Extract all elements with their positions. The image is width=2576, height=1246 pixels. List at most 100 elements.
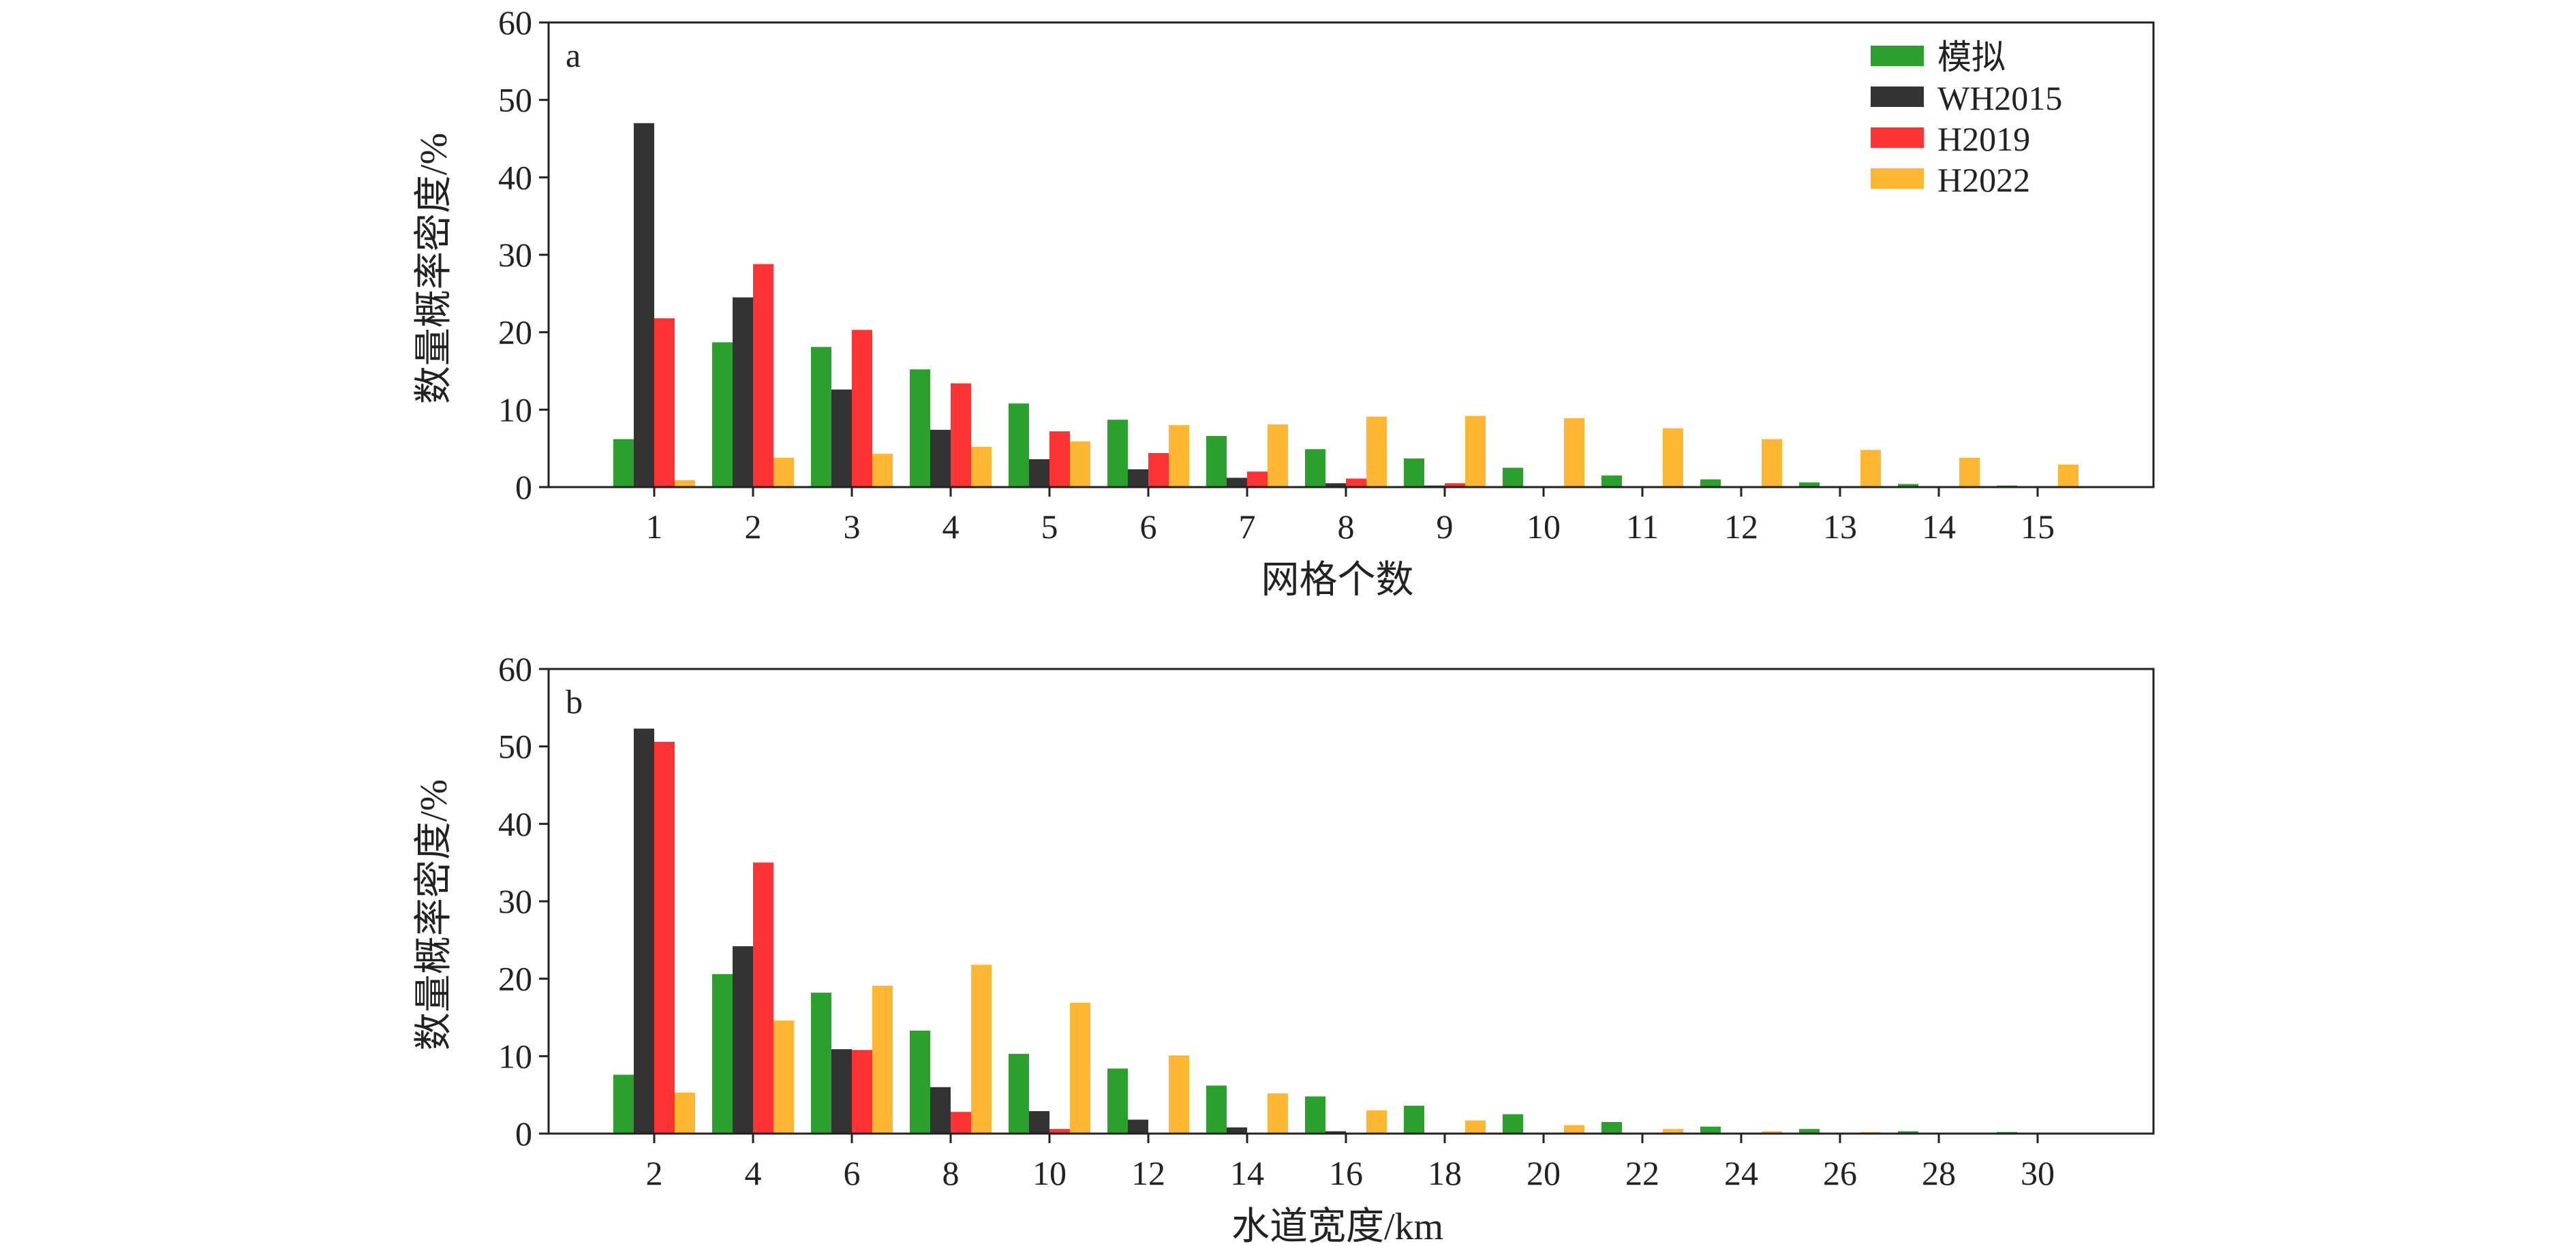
- bar-b-s0-c12: [1799, 1129, 1820, 1134]
- bar-b-s0-c4: [1009, 1053, 1029, 1134]
- x-tick-label-a-7: 8: [1338, 508, 1355, 546]
- bar-b-s0-c1: [712, 974, 733, 1134]
- bar-b-s3-c7: [1366, 1110, 1387, 1134]
- bar-b-s1-c5: [1128, 1119, 1148, 1134]
- y-tick-label-b-5: 50: [498, 728, 532, 766]
- bar-a-s3-c6: [1268, 424, 1288, 487]
- x-tick-label-b-3: 8: [942, 1154, 960, 1192]
- bar-a-s0-c1: [712, 342, 733, 487]
- bar-b-s0-c3: [910, 1030, 930, 1134]
- x-tick-label-a-13: 14: [1922, 508, 1956, 546]
- bar-b-s0-c7: [1305, 1096, 1325, 1134]
- x-tick-label-b-2: 6: [844, 1154, 861, 1192]
- bar-b-s2-c4: [1049, 1129, 1070, 1134]
- bar-a-s3-c7: [1366, 416, 1387, 487]
- y-tick-label-a-4: 40: [498, 158, 532, 196]
- bar-b-s0-c8: [1404, 1106, 1424, 1134]
- x-tick-label-b-14: 30: [2021, 1154, 2055, 1192]
- bar-a-s3-c11: [1762, 439, 1782, 487]
- bar-b-s3-c5: [1169, 1055, 1189, 1134]
- x-tick-label-a-4: 5: [1041, 508, 1058, 546]
- y-tick-label-b-3: 30: [498, 882, 532, 920]
- bar-a-s0-c13: [1898, 484, 1918, 487]
- bar-a-s2-c0: [654, 318, 675, 487]
- bar-a-s3-c8: [1465, 416, 1486, 487]
- bar-a-s3-c5: [1169, 425, 1189, 487]
- x-tick-label-a-11: 12: [1724, 508, 1758, 546]
- bar-b-s3-c8: [1465, 1120, 1486, 1134]
- bar-a-s1-c7: [1325, 483, 1346, 487]
- bar-a-s2-c7: [1346, 478, 1366, 487]
- legend-label-3: H2022: [1937, 161, 2030, 199]
- bar-a-s0-c4: [1009, 403, 1029, 487]
- y-tick-label-b-6: 60: [498, 650, 532, 688]
- legend-swatch-0: [1871, 46, 1924, 66]
- y-tick-label-a-2: 20: [498, 313, 532, 352]
- legend-label-1: WH2015: [1937, 79, 2062, 117]
- y-tick-label-b-1: 10: [498, 1037, 532, 1075]
- x-tick-label-b-8: 18: [1428, 1154, 1462, 1192]
- bar-a-s3-c1: [773, 457, 794, 487]
- bar-a-s3-c3: [971, 446, 992, 487]
- bar-b-s1-c4: [1029, 1111, 1049, 1134]
- y-axis-title-b: 数量概率密度/%: [413, 779, 455, 1050]
- legend-swatch-1: [1871, 87, 1924, 107]
- bar-a-s0-c6: [1206, 435, 1227, 487]
- x-tick-label-b-5: 12: [1131, 1154, 1165, 1192]
- bar-b-s2-c0: [654, 741, 675, 1134]
- bar-b-s3-c9: [1564, 1125, 1584, 1134]
- bar-a-s0-c0: [613, 439, 634, 487]
- bar-a-s3-c4: [1070, 441, 1090, 487]
- y-tick-label-a-6: 60: [498, 3, 532, 42]
- bar-a-s0-c11: [1700, 479, 1721, 487]
- bar-b-s0-c11: [1700, 1126, 1721, 1134]
- bar-b-s3-c1: [773, 1021, 794, 1134]
- bar-a-s0-c12: [1799, 482, 1820, 487]
- legend-swatch-3: [1871, 168, 1924, 189]
- bar-a-s1-c6: [1227, 478, 1247, 487]
- bar-b-s3-c3: [971, 965, 992, 1134]
- bar-b-s3-c2: [872, 985, 893, 1134]
- bar-a-s1-c0: [634, 123, 654, 487]
- x-tick-label-a-9: 10: [1527, 508, 1561, 546]
- x-tick-label-a-2: 3: [844, 508, 861, 546]
- panel-letter-a: a: [566, 36, 581, 74]
- bar-a-s3-c12: [1860, 450, 1881, 487]
- x-tick-label-a-12: 13: [1823, 508, 1857, 546]
- y-tick-label-b-4: 40: [498, 805, 532, 843]
- x-axis-title-b: 水道宽度/km: [1231, 1206, 1443, 1246]
- x-tick-label-a-8: 9: [1437, 508, 1454, 546]
- x-axis-title-a: 网格个数: [1261, 559, 1414, 602]
- x-tick-label-a-3: 4: [942, 508, 960, 546]
- bar-a-s0-c9: [1503, 467, 1523, 487]
- bar-a-s2-c5: [1148, 452, 1169, 487]
- bar-b-s1-c0: [634, 728, 654, 1134]
- bar-b-s2-c1: [753, 862, 773, 1134]
- bar-b-s0-c13: [1898, 1131, 1918, 1134]
- y-tick-label-a-0: 0: [515, 468, 532, 506]
- bar-a-s3-c9: [1564, 418, 1584, 487]
- bar-a-s1-c4: [1029, 459, 1049, 487]
- bar-b-s3-c6: [1268, 1093, 1288, 1134]
- bar-b-s0-c10: [1601, 1121, 1622, 1134]
- bar-b-s1-c7: [1325, 1131, 1346, 1134]
- bar-b-s3-c11: [1762, 1131, 1782, 1134]
- bar-a-s0-c3: [910, 369, 930, 487]
- x-tick-label-a-6: 7: [1239, 508, 1256, 546]
- bar-a-s0-c10: [1601, 475, 1622, 487]
- bar-a-s2-c6: [1247, 471, 1268, 487]
- bar-a-s0-c7: [1305, 449, 1325, 487]
- bar-a-s0-c8: [1404, 458, 1424, 487]
- y-tick-label-a-1: 10: [498, 390, 532, 429]
- bar-a-s1-c3: [930, 429, 951, 487]
- x-tick-label-b-9: 20: [1527, 1154, 1561, 1192]
- y-tick-label-b-0: 0: [515, 1115, 532, 1153]
- bar-b-s0-c6: [1206, 1085, 1227, 1134]
- bar-b-s3-c10: [1663, 1129, 1683, 1134]
- bar-b-s3-c4: [1070, 1002, 1090, 1134]
- legend-swatch-2: [1871, 127, 1924, 148]
- x-tick-label-a-14: 15: [2021, 508, 2055, 546]
- x-tick-label-b-7: 16: [1329, 1154, 1363, 1192]
- x-tick-label-b-10: 22: [1625, 1154, 1659, 1192]
